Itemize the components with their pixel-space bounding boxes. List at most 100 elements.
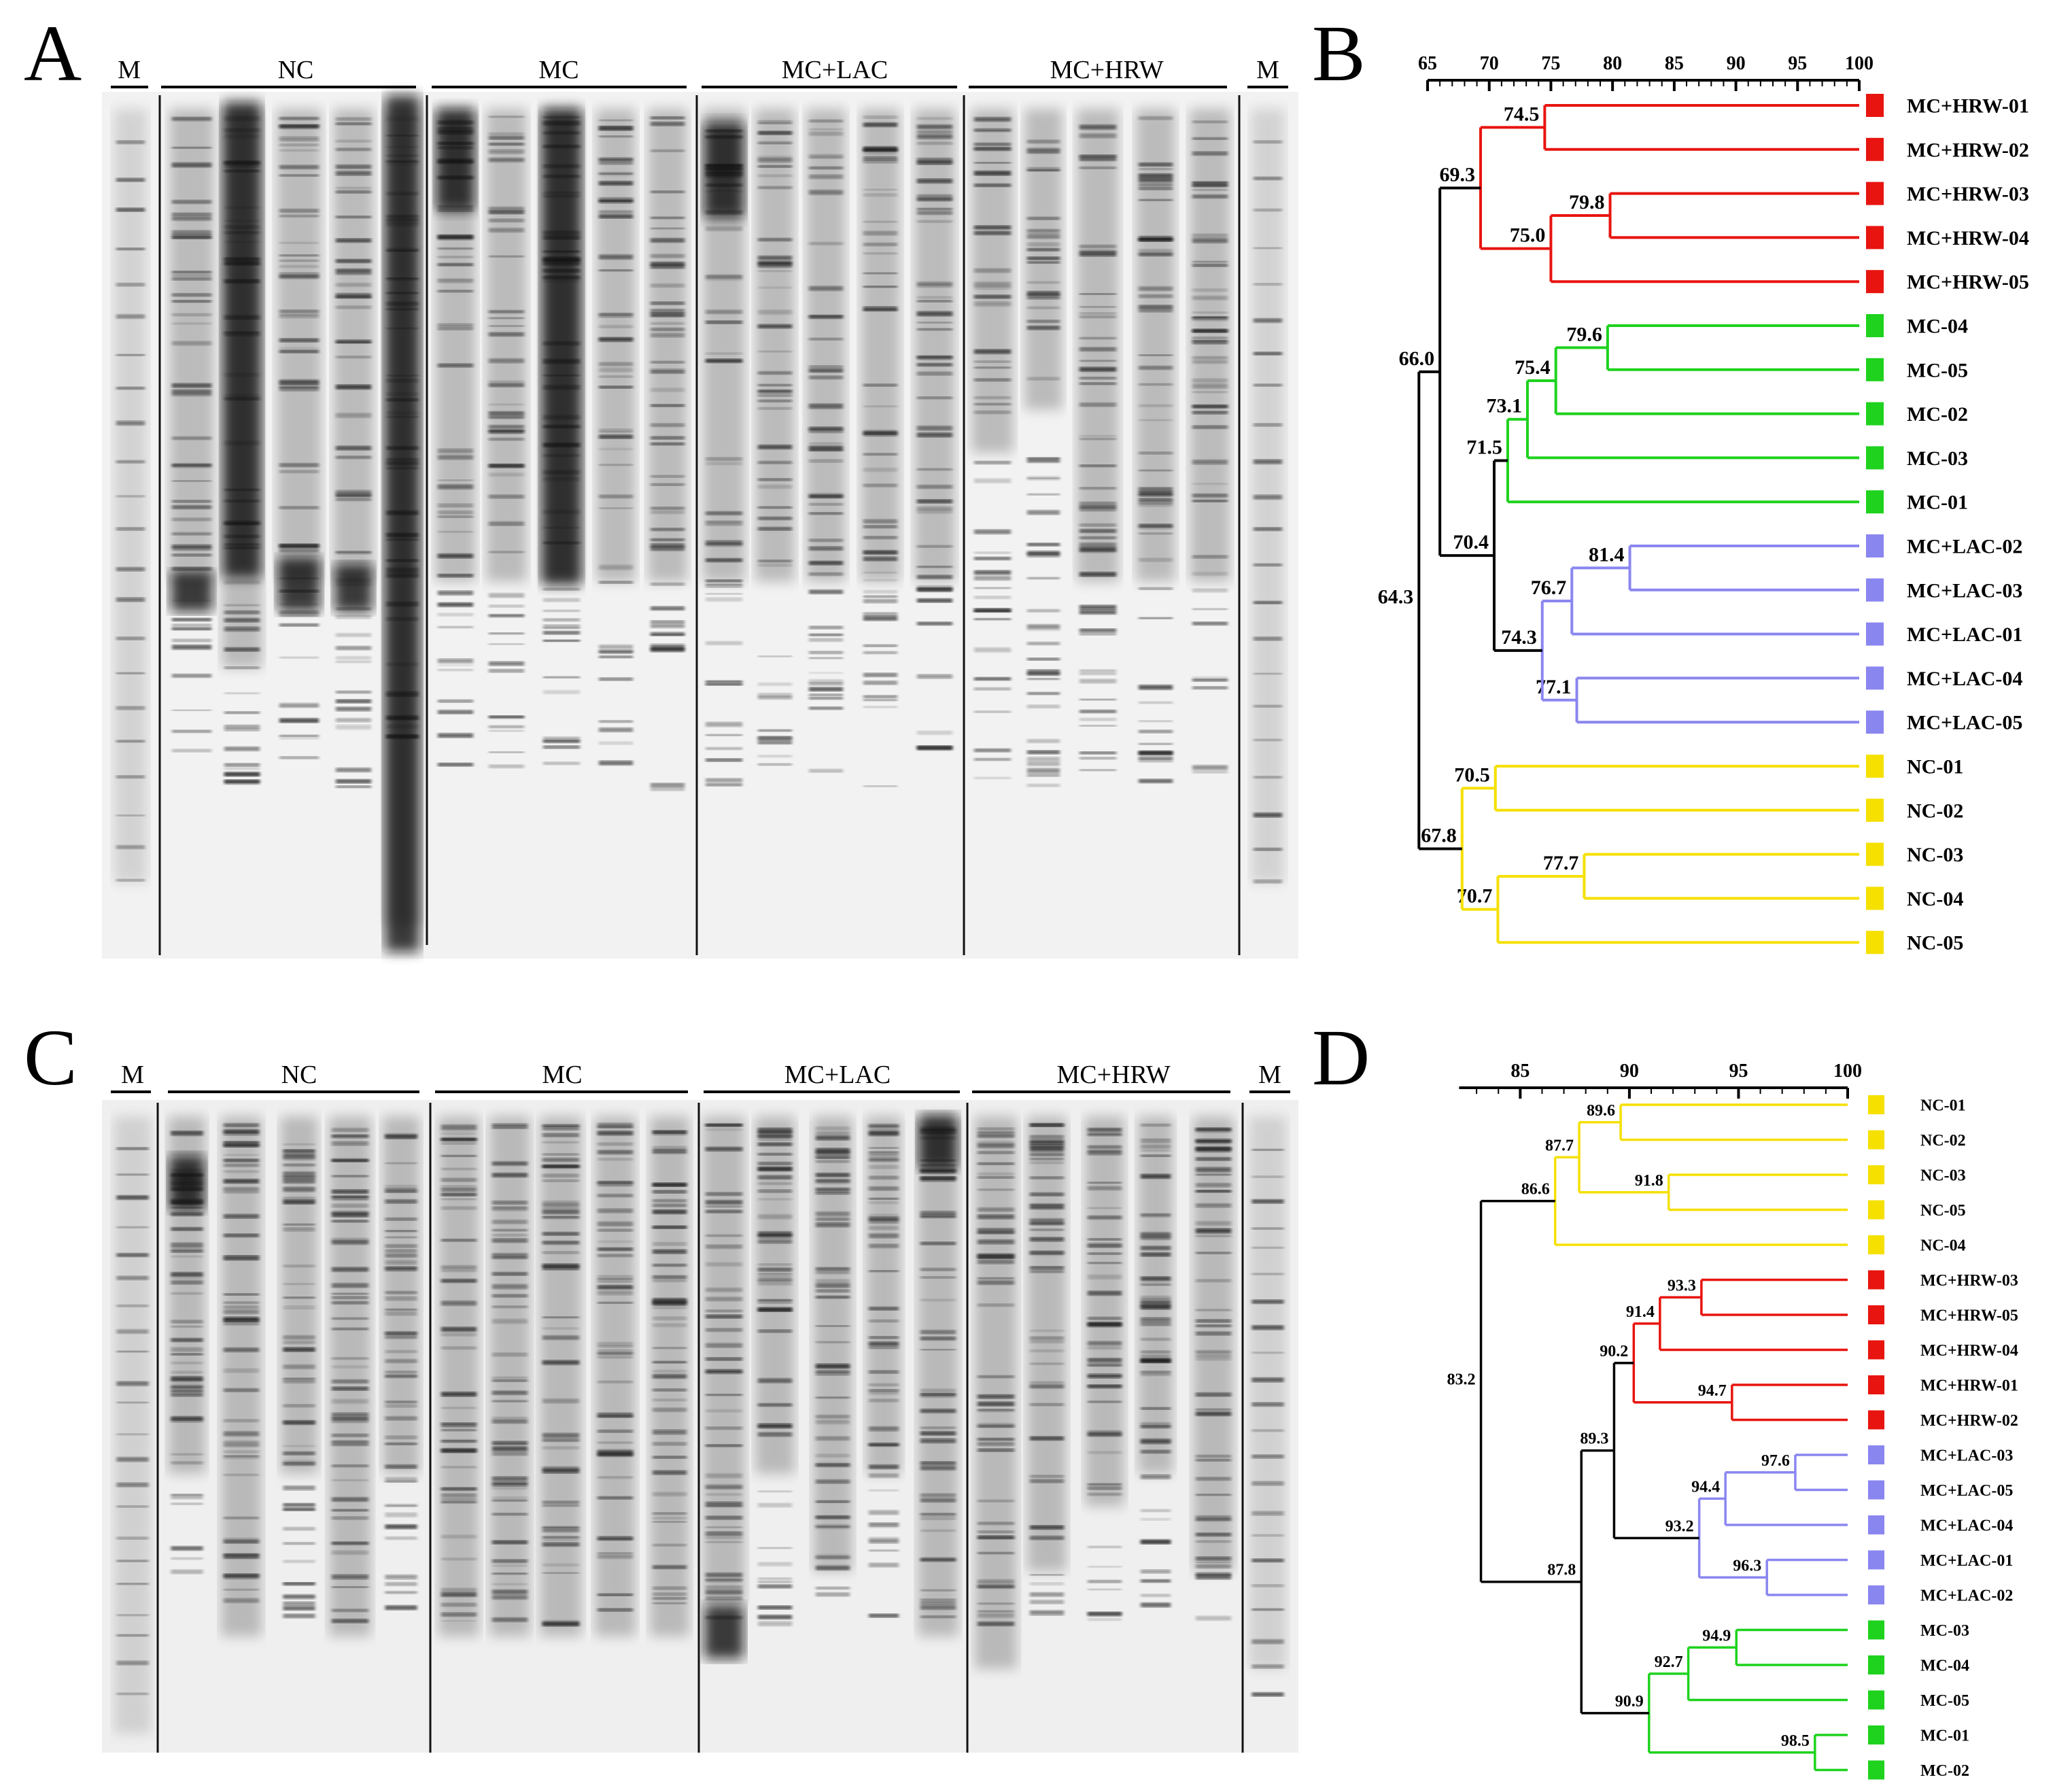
gel-c-band	[1251, 1558, 1284, 1562]
gel-c-band	[920, 1559, 956, 1562]
dendro-b-leaf-marker	[1866, 446, 1884, 470]
dendro-d-leaf-label: NC-02	[1920, 1132, 1966, 1150]
dendrogram-b: 65 70 75 80 85 90 95 100MC+HRW-01MC+HRW-02MC+HR…	[1378, 53, 2029, 955]
gel-a-band	[489, 358, 524, 363]
gel-a-band	[172, 436, 211, 440]
gel-a-lane-smear	[277, 109, 322, 582]
gel-c-band	[224, 1347, 259, 1352]
gel-c-band	[1030, 1152, 1064, 1156]
gel-c-band	[758, 1621, 792, 1626]
dendro-d-axis-tick-label: 90	[1620, 1061, 1639, 1082]
gel-a-band	[438, 625, 473, 628]
gel-c-lane	[866, 1116, 901, 1618]
gel-a-band	[974, 570, 1011, 575]
gel-a-band	[599, 741, 633, 745]
gel-a-band	[1139, 743, 1173, 745]
gel-c-band	[492, 1254, 528, 1259]
gel-a-lane	[1077, 109, 1119, 771]
gel-c-band	[332, 1135, 368, 1139]
gel-a-band	[974, 130, 1011, 132]
gel-a-band	[172, 623, 211, 627]
gel-a-marker-left: M	[118, 56, 141, 84]
gel-c-band	[653, 1456, 687, 1459]
gel-c-band	[653, 1592, 687, 1596]
gel-a-band	[863, 286, 897, 288]
gel-a-band	[279, 738, 319, 740]
gel-c-band	[816, 1283, 850, 1288]
gel-c-band	[706, 1200, 742, 1205]
gel-c-band	[385, 1135, 417, 1139]
gel-c-band	[816, 1566, 850, 1570]
dendro-d-node-value: 89.3	[1580, 1430, 1608, 1448]
gel-a-band	[1027, 150, 1060, 154]
gel-a-band	[1027, 609, 1060, 613]
gel-a-band	[489, 430, 524, 434]
gel-a-band	[863, 525, 897, 528]
gel-c-band	[224, 1305, 259, 1309]
gel-c-band	[283, 1542, 315, 1545]
gel-c-band	[1196, 1352, 1231, 1357]
gel-c-band	[542, 1164, 579, 1168]
dendro-b-axis-tick-label: 75	[1541, 53, 1560, 74]
gel-a-band	[917, 621, 952, 625]
gel-a-band	[863, 272, 897, 275]
gel-c-band	[1196, 1392, 1231, 1396]
gel-c-band	[1141, 1276, 1171, 1281]
gel-c-band	[542, 1469, 579, 1474]
gel-c-band	[706, 1589, 742, 1595]
gel-c-band	[758, 1142, 792, 1146]
gel-c-band	[758, 1425, 792, 1429]
gel-c-band	[385, 1536, 417, 1541]
gel-a-band	[1139, 116, 1173, 120]
gel-c-lane	[280, 1116, 318, 1619]
gel-c-band	[1030, 1349, 1064, 1352]
gel-a-band	[1192, 770, 1228, 774]
gel-c-band	[1251, 1325, 1284, 1330]
gel-c-band	[492, 1500, 528, 1502]
gel-a-band	[172, 200, 211, 204]
gel-c-band	[1088, 1483, 1122, 1486]
gel-a-band	[336, 725, 371, 729]
gel-c-band	[116, 1275, 149, 1280]
gel-a-heavy-band	[542, 109, 581, 585]
gel-a-band	[706, 681, 742, 685]
gel-a-band	[917, 195, 952, 197]
dendro-b-leaf-label: MC+HRW-04	[1907, 227, 2029, 250]
gel-c-band	[385, 1267, 417, 1271]
gel-a-band	[1139, 685, 1173, 690]
gel-a-band	[1192, 288, 1228, 292]
gel-a-band	[599, 325, 633, 328]
gel-a-band	[974, 677, 1011, 681]
gel-a-band	[651, 328, 685, 331]
gel-a-band	[1139, 587, 1173, 590]
gel-a-band	[224, 711, 260, 714]
gel-c-band	[598, 1131, 633, 1135]
gel-c-band	[116, 1482, 149, 1488]
dendro-d-node-value: 97.6	[1761, 1452, 1790, 1470]
gel-a-band	[974, 128, 1011, 131]
gel-c-band	[332, 1283, 368, 1288]
gel-a-band	[438, 658, 473, 664]
gel-c-band	[706, 1394, 742, 1396]
gel-a-lane-smear	[648, 109, 687, 582]
gel-a-band	[438, 503, 473, 508]
gel-a-band	[279, 735, 319, 737]
gel-c-band	[1196, 1562, 1231, 1564]
gel-a-band	[651, 322, 685, 325]
gel-c-band	[542, 1572, 579, 1574]
gel-c-band	[653, 1492, 687, 1496]
gel-c-band	[653, 1374, 687, 1379]
gel-a-band	[1027, 783, 1060, 787]
gel-c-band	[283, 1594, 315, 1598]
gel-a-band	[758, 390, 792, 394]
gel-c-band	[1196, 1139, 1231, 1144]
gel-c-band	[978, 1131, 1014, 1135]
gel-a-band	[172, 277, 211, 281]
gel-a-band	[758, 262, 792, 267]
gel-a-band	[651, 388, 685, 392]
gel-c-band	[171, 1292, 203, 1295]
gel-c-band	[332, 1464, 368, 1468]
gel-c-band	[1088, 1262, 1122, 1264]
gel-a-band	[706, 734, 742, 736]
gel-c-band	[492, 1209, 528, 1211]
